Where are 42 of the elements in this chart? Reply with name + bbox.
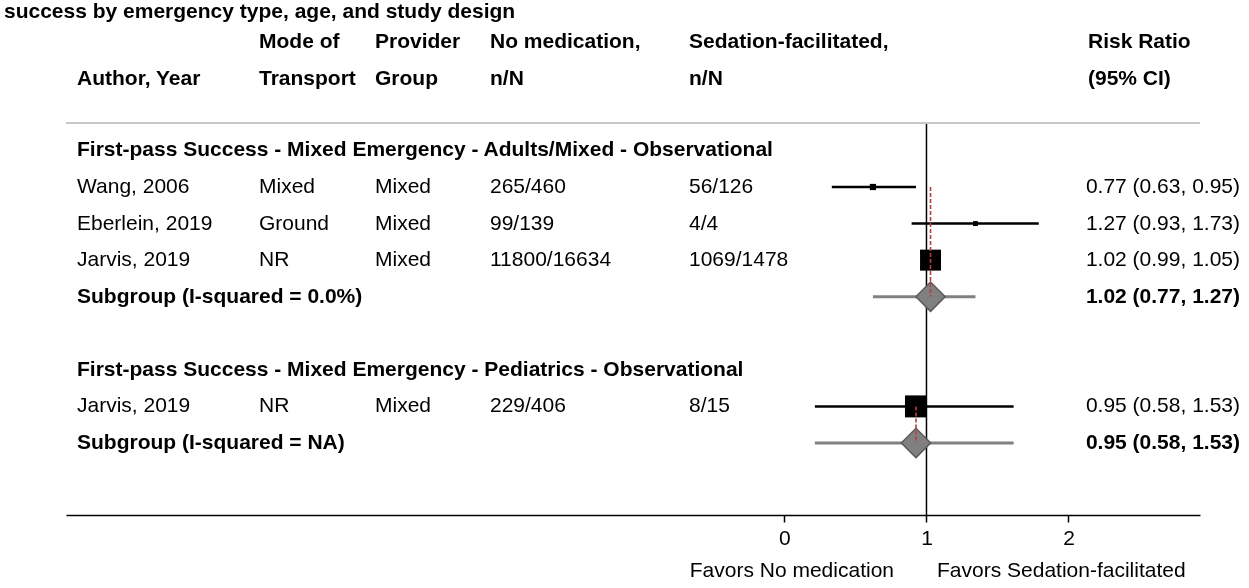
x-tick-label: 1 [921,525,933,549]
annotation: 265/460 [490,173,566,197]
y-tick-label: First-pass Success - Mixed Emergency - Adults/Mixed - Observational [77,137,773,161]
x-tick-label: 0 [779,525,791,549]
annotation: 0.77 (0.63, 0.95) [1085,173,1240,197]
annotation: NR [259,393,290,417]
annotation: Mixed [375,210,432,234]
text: Risk Ratio (95% CI) [1088,29,1191,89]
annotation: 1.27 (0.93, 1.73) [1085,210,1240,234]
text: No medication, n/N [490,29,641,89]
chart-title: success by emergency type, age, and study design [4,0,516,22]
annotation: 0.95 (0.58, 1.53) [1085,393,1240,417]
y-tick-label: Subgroup (I-squared = 0.0%) [77,283,363,307]
text: Author, Year [77,66,201,89]
annotation: 4/4 [689,210,719,234]
annotation: 1.02 (0.77, 1.27) [1085,283,1240,307]
annotation: 1.02 (0.99, 1.05) [1085,247,1240,271]
annotation: 56/126 [689,173,754,197]
annotation: 11800/16634 [490,247,612,271]
y-tick-label: Jarvis, 2019 [77,247,191,271]
y-tick-label: Subgroup (I-squared = NA) [77,429,345,453]
annotation: Ground [259,210,330,234]
annotation: 99/139 [490,210,555,234]
y-tick-label: First-pass Success - Mixed Emergency - Pediatrics - Observational [77,356,744,380]
annotation: Mixed [375,393,432,417]
annotation: Mixed [259,173,316,197]
text: Favors Sedation-facilitated [937,558,1186,581]
annotation: Mixed [375,247,432,271]
y-tick-label: Wang, 2006 [77,173,190,197]
text: Sedation-facilitated, n/N [689,29,889,89]
x-tick-label: 2 [1063,525,1075,549]
annotation: 8/15 [689,393,730,417]
y-tick-label: Jarvis, 2019 [77,393,191,417]
annotation: Mixed [375,173,432,197]
annotation: 0.95 (0.58, 1.53) [1085,429,1240,453]
annotation: NR [259,247,290,271]
y-tick-label: Eberlein, 2019 [77,210,213,234]
annotation: 229/406 [490,393,566,417]
text: Provider Group [375,29,461,89]
text: Mode of Transport [259,29,356,89]
annotation: 1069/1478 [689,247,789,271]
text: Favors No medication [689,558,894,581]
